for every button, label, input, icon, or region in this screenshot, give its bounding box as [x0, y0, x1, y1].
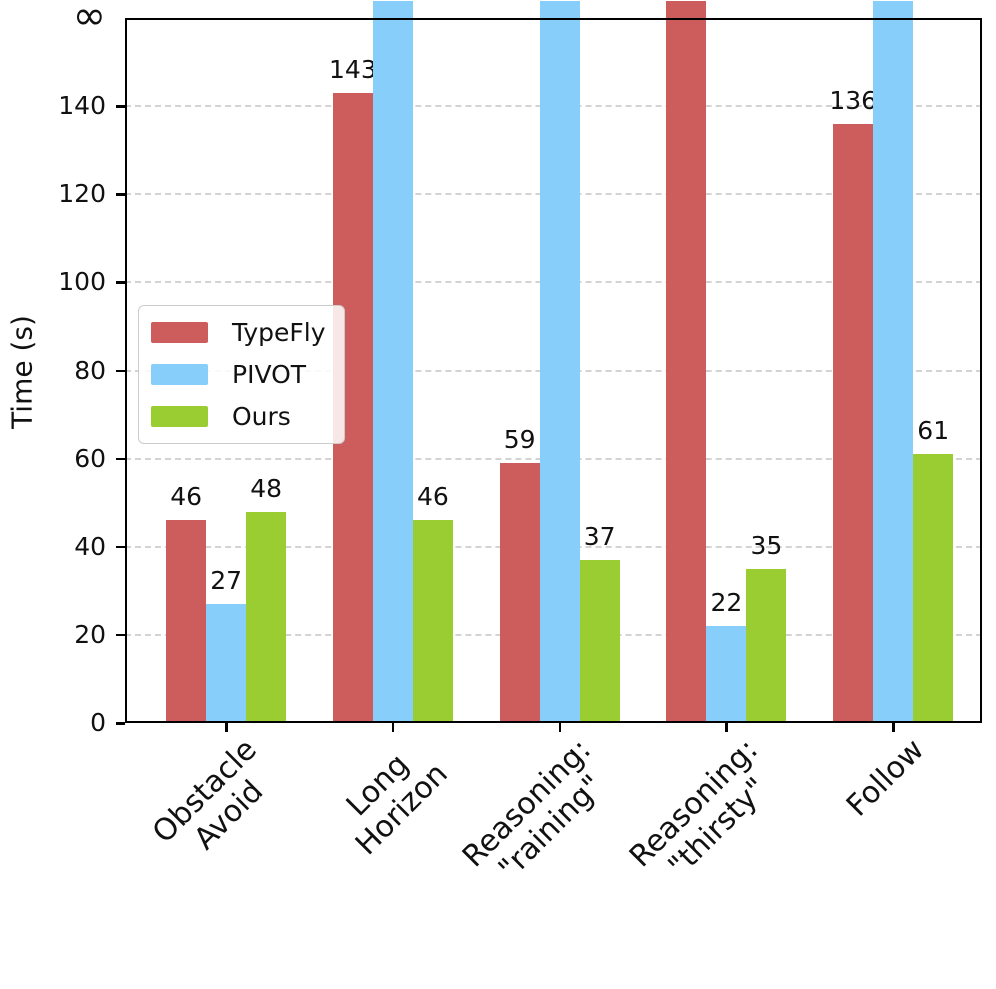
- y-tick-label: 140: [58, 91, 106, 121]
- y-tick-label: 60: [74, 443, 106, 473]
- y-tick-label: 80: [74, 355, 106, 385]
- y-axis-infinity-label: ∞: [72, 0, 106, 39]
- bar-ours-1: [246, 511, 287, 723]
- y-tick-mark: [116, 105, 125, 108]
- x-tick-label: Obstacle Avoid: [146, 732, 271, 857]
- bar-typefly-5: [833, 123, 874, 723]
- bar-value-label: 46: [170, 482, 203, 512]
- x-tick-label: Reasoning: "thirsty": [622, 732, 774, 884]
- x-tick-mark: [391, 723, 395, 732]
- y-tick-label: 0: [90, 708, 106, 737]
- bar-value-label: 136: [829, 85, 878, 115]
- y-tick-mark: [116, 722, 125, 725]
- x-tick-mark: [558, 723, 562, 732]
- bar-typefly-4: [666, 1, 707, 723]
- legend-item-pivot: PIVOT: [151, 360, 326, 389]
- legend-label: Ours: [232, 402, 291, 431]
- bar-value-label: 143: [329, 54, 377, 84]
- plot-area: 46 143 59 136 27 22 48 46 37 35 61: [125, 1, 982, 723]
- legend-item-ours: Ours: [151, 402, 326, 431]
- y-tick-label: 120: [58, 179, 106, 209]
- bar-ours-4: [746, 568, 787, 723]
- bar-pivot-1: [206, 604, 247, 723]
- legend-label: PIVOT: [232, 360, 307, 389]
- bar-pivot-3: [539, 1, 580, 723]
- bar-value-label: 27: [210, 566, 243, 596]
- legend-item-typefly: TypeFly: [151, 318, 326, 347]
- bar-value-label: 35: [750, 530, 783, 560]
- bar-ours-2: [412, 520, 453, 723]
- bar-pivot-2: [372, 1, 413, 723]
- y-tick-mark: [116, 457, 125, 461]
- y-tick-label: 100: [58, 267, 106, 297]
- y-tick-mark: [116, 633, 125, 637]
- legend-swatch-typefly: [151, 322, 208, 343]
- y-tick-mark: [116, 281, 125, 284]
- bar-ours-5: [913, 454, 954, 723]
- y-tick-mark: [116, 193, 125, 196]
- bar-ours-3: [579, 559, 620, 723]
- y-tick-label: 40: [74, 531, 106, 561]
- bar-value-label: 61: [917, 416, 950, 446]
- bar-value-label: 37: [583, 521, 616, 551]
- legend-swatch-pivot: [151, 364, 208, 385]
- bar-value-label: 22: [710, 588, 743, 618]
- bar-pivot-4: [706, 626, 747, 723]
- bar-pivot-5: [873, 1, 914, 723]
- legend-label: TypeFly: [232, 318, 326, 347]
- bar-typefly-1: [166, 520, 207, 723]
- legend: TypeFly PIVOT Ours: [138, 305, 345, 444]
- x-tick-label: Reasoning: "raining": [455, 732, 610, 887]
- legend-swatch-ours: [151, 406, 208, 427]
- y-tick-label: 20: [74, 619, 106, 649]
- y-tick-mark: [116, 369, 125, 372]
- bar-value-label: 48: [250, 473, 283, 503]
- x-tick-mark: [892, 723, 895, 732]
- x-tick-label: Long Horizon: [339, 747, 455, 862]
- bar-value-label: 46: [416, 482, 449, 512]
- x-tick-label: Follow: [839, 732, 932, 824]
- y-tick-mark: [116, 545, 125, 549]
- bar-value-label: 59: [503, 425, 536, 455]
- bar-typefly-3: [499, 463, 540, 723]
- x-tick-mark: [725, 723, 728, 732]
- x-tick-mark: [225, 723, 228, 732]
